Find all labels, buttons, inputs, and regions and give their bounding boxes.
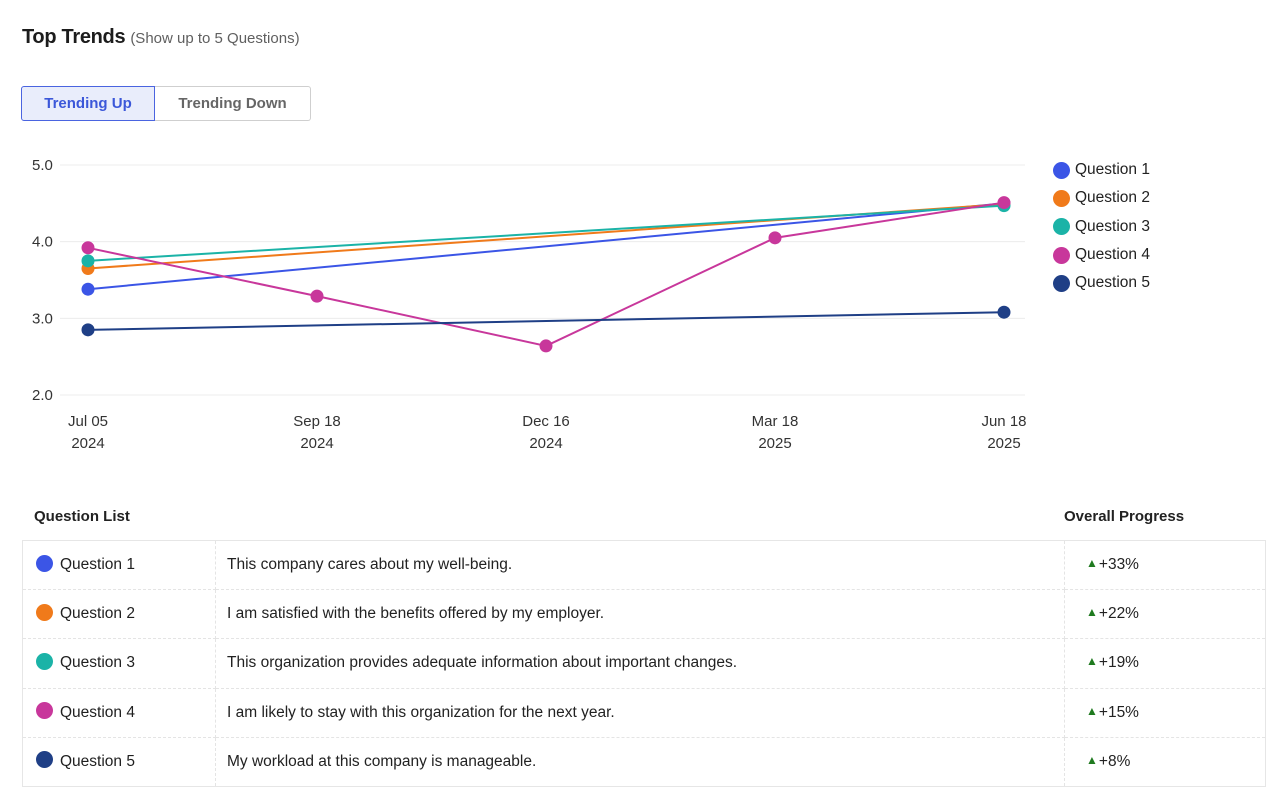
x-tick-label: Sep 18 xyxy=(293,413,341,430)
legend-label: Question 1 xyxy=(1075,161,1150,179)
question-text-cell: I am likely to stay with this organizati… xyxy=(215,688,1065,738)
legend-dot-icon xyxy=(1053,189,1070,207)
series-point-4 xyxy=(539,339,553,353)
trend-up-arrow-icon: ▲ xyxy=(1086,752,1098,767)
question-label-cell: Question 1 xyxy=(22,540,216,591)
legend-dot-icon xyxy=(1053,218,1070,236)
question-text-cell: This organization provides adequate info… xyxy=(215,638,1065,689)
series-point-4 xyxy=(310,289,324,303)
legend-item-question-2[interactable]: Question 2 xyxy=(1053,184,1150,212)
trend-up-arrow-icon: ▲ xyxy=(1086,556,1098,571)
question-color-dot-icon xyxy=(36,751,53,769)
series-point-4 xyxy=(81,241,95,255)
question-label-cell: Question 4 xyxy=(22,688,216,738)
x-tick-label: Jun 18 xyxy=(981,413,1026,430)
series-line-5 xyxy=(87,311,1005,331)
question-label-cell: Question 3 xyxy=(22,638,216,689)
table-row: Question 3 This organization provides ade… xyxy=(22,638,1266,689)
trend-toggle: Trending Up Trending Down xyxy=(21,86,311,121)
question-color-dot-icon xyxy=(36,652,53,670)
question-label-cell: Question 2 xyxy=(22,589,216,640)
trending-down-button[interactable]: Trending Down xyxy=(155,86,311,121)
progress-value: +15% xyxy=(1098,703,1139,721)
progress-cell: ▲+15% xyxy=(1064,688,1266,738)
question-text-cell: My workload at this company is manageabl… xyxy=(215,737,1065,787)
chart-legend: Question 1 Question 2 Question 3 Question 4… xyxy=(1053,156,1150,297)
legend-dot-icon xyxy=(1053,161,1070,179)
question-text-cell: I am satisfied with the benefits offered… xyxy=(215,589,1065,640)
legend-item-question-4[interactable]: Question 4 xyxy=(1053,241,1150,269)
progress-cell: ▲+8% xyxy=(1065,737,1266,786)
question-label: Question 4 xyxy=(60,703,135,721)
series-point-5 xyxy=(81,323,95,337)
trend-up-arrow-icon: ▲ xyxy=(1086,703,1098,718)
legend-dot-icon xyxy=(1053,246,1070,264)
y-tick-label: 4.0 xyxy=(32,234,53,251)
question-list-header: Question List xyxy=(34,508,130,525)
section-header: Top Trends (Show up to 5 Questions) xyxy=(22,26,300,49)
progress-value: +19% xyxy=(1098,654,1139,672)
question-label: Question 3 xyxy=(60,654,135,672)
table-row: Question 1 This company cares about my we… xyxy=(22,540,1266,591)
trend-line-chart: 5.0 4.0 3.0 2.0 Jul 05 2024 Sep 18 2024 Dec 16 20… xyxy=(32,157,1027,452)
progress-value: +33% xyxy=(1098,556,1139,574)
x-tick-year: 2025 xyxy=(987,435,1020,452)
table-row: Question 5 My workload at this company is… xyxy=(22,737,1266,787)
page-subtitle: (Show up to 5 Questions) xyxy=(130,30,300,47)
x-tick-label: Dec 16 xyxy=(522,413,570,430)
series-line-4 xyxy=(87,201,1005,347)
progress-value: +22% xyxy=(1098,605,1139,623)
question-color-dot-icon xyxy=(36,702,53,720)
legend-item-question-3[interactable]: Question 3 xyxy=(1053,213,1150,241)
series-line-3 xyxy=(87,204,1005,262)
progress-value: +8% xyxy=(1098,752,1131,770)
question-text-cell: This company cares about my well-being. xyxy=(215,540,1065,591)
x-tick-label: Jul 05 xyxy=(68,413,108,430)
x-tick-label: Mar 18 xyxy=(752,413,799,430)
x-tick-year: 2024 xyxy=(529,435,562,452)
question-color-dot-icon xyxy=(36,554,53,572)
legend-item-question-5[interactable]: Question 5 xyxy=(1053,269,1150,297)
question-label: Question 5 xyxy=(60,752,135,770)
legend-label: Question 5 xyxy=(1075,274,1150,292)
trend-up-arrow-icon: ▲ xyxy=(1086,605,1098,620)
progress-cell: ▲+19% xyxy=(1064,638,1266,689)
series-line-1 xyxy=(87,202,1005,291)
trend-up-arrow-icon: ▲ xyxy=(1086,654,1098,669)
series-point-4 xyxy=(768,231,782,245)
series-point-3 xyxy=(81,254,95,268)
series-point-4 xyxy=(997,196,1011,210)
x-tick-year: 2025 xyxy=(758,435,791,452)
question-color-dot-icon xyxy=(36,603,53,621)
y-tick-label: 5.0 xyxy=(32,157,53,174)
legend-label: Question 4 xyxy=(1075,246,1150,264)
series-point-1 xyxy=(81,282,95,296)
legend-dot-icon xyxy=(1053,274,1070,292)
x-tick-year: 2024 xyxy=(71,435,104,452)
y-tick-label: 3.0 xyxy=(32,310,53,327)
question-label: Question 2 xyxy=(60,605,135,623)
progress-cell: ▲+22% xyxy=(1064,589,1266,640)
question-label-cell: Question 5 xyxy=(22,737,216,787)
question-label: Question 1 xyxy=(60,556,135,574)
overall-progress-header: Overall Progress xyxy=(1064,508,1185,525)
y-tick-label: 2.0 xyxy=(32,387,53,404)
table-row: Question 4 I am likely to stay with this … xyxy=(22,688,1266,738)
question-table: Question 1 This company cares about my we… xyxy=(22,540,1266,787)
series-point-5 xyxy=(997,305,1011,319)
x-tick-year: 2024 xyxy=(300,435,333,452)
page-title: Top Trends xyxy=(22,26,126,48)
table-row: Question 2 I am satisfied with the benefi… xyxy=(22,589,1266,640)
trending-up-button[interactable]: Trending Up xyxy=(21,86,155,121)
progress-cell: ▲+33% xyxy=(1064,540,1266,591)
legend-label: Question 3 xyxy=(1075,217,1150,235)
legend-label: Question 2 xyxy=(1075,189,1150,207)
legend-item-question-1[interactable]: Question 1 xyxy=(1053,156,1150,184)
